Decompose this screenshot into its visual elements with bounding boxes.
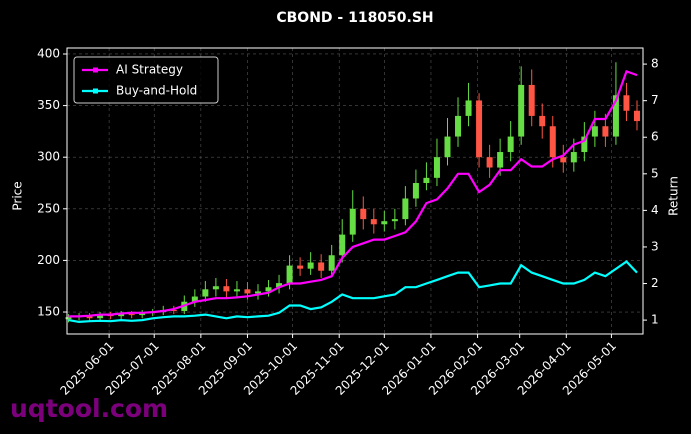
candle-body bbox=[244, 289, 251, 294]
plot-frame bbox=[66, 47, 644, 335]
candle-body bbox=[297, 265, 304, 269]
candle-body bbox=[212, 286, 219, 290]
candle-body bbox=[476, 100, 483, 158]
candle-body bbox=[191, 296, 198, 302]
legend-marker bbox=[93, 88, 98, 94]
candle-body bbox=[118, 314, 125, 317]
candle-body bbox=[349, 208, 356, 235]
candle-body bbox=[202, 289, 209, 297]
candle-body bbox=[412, 183, 419, 199]
candle-body bbox=[602, 126, 609, 137]
candle-body bbox=[170, 309, 177, 311]
candle-body bbox=[339, 234, 346, 256]
legend-box bbox=[73, 56, 219, 104]
watermark: uqtool.com bbox=[10, 394, 168, 423]
candle-body bbox=[265, 287, 272, 292]
candle-body bbox=[254, 291, 261, 294]
candle-body bbox=[581, 136, 588, 153]
candle-body bbox=[402, 198, 409, 220]
candle-body bbox=[444, 136, 451, 158]
candle-body bbox=[233, 289, 240, 292]
candle-body bbox=[128, 314, 135, 316]
candle-body bbox=[318, 262, 325, 271]
y-tick-label: 350 bbox=[37, 98, 60, 112]
y2-tick-label: 4 bbox=[651, 203, 659, 217]
candle-body bbox=[86, 316, 93, 319]
candle-body bbox=[65, 317, 72, 320]
legend-label: Buy-and-Hold bbox=[116, 84, 197, 98]
candle-body bbox=[433, 157, 440, 178]
y-tick-label: 150 bbox=[37, 305, 60, 319]
candle-body bbox=[633, 110, 640, 122]
candle-body bbox=[139, 313, 146, 316]
chart-title: CBOND - 118050.SH bbox=[276, 10, 433, 26]
y2-tick-label: 8 bbox=[651, 57, 659, 71]
candle-body bbox=[391, 219, 398, 222]
candle-body bbox=[528, 84, 535, 116]
y-tick-label: 250 bbox=[37, 201, 60, 215]
candle-body bbox=[370, 219, 377, 225]
candle-body bbox=[518, 84, 525, 137]
y-tick-label: 300 bbox=[37, 150, 60, 164]
candle-body bbox=[486, 157, 493, 168]
y2-tick-label: 2 bbox=[651, 276, 659, 290]
candle-body bbox=[465, 100, 472, 116]
return-line bbox=[68, 69, 638, 318]
candle-body bbox=[570, 152, 577, 163]
candle-body bbox=[549, 126, 556, 158]
candle-body bbox=[455, 115, 462, 137]
y2-tick-label: 5 bbox=[651, 166, 659, 180]
candle-body bbox=[360, 208, 367, 220]
candle-body bbox=[223, 286, 230, 292]
y2-tick-label: 3 bbox=[651, 239, 659, 253]
candle-body bbox=[307, 262, 314, 269]
candle-body bbox=[286, 265, 293, 284]
candle-body bbox=[507, 136, 514, 153]
candle-body bbox=[539, 115, 546, 127]
candle-body bbox=[497, 152, 504, 168]
y2-tick-label: 6 bbox=[651, 130, 659, 144]
candle-body bbox=[97, 315, 104, 319]
y-axis-label: Price bbox=[11, 181, 25, 210]
y-tick-label: 200 bbox=[37, 253, 60, 267]
candle-body bbox=[381, 221, 388, 225]
candle-body bbox=[623, 95, 630, 111]
y-tick-label: 400 bbox=[37, 46, 60, 60]
candle-body bbox=[560, 157, 567, 163]
return-line bbox=[68, 260, 638, 324]
candle-body bbox=[612, 95, 619, 137]
legend-marker bbox=[93, 67, 98, 73]
candle-body bbox=[328, 255, 335, 271]
candle-body bbox=[591, 126, 598, 137]
candle-body bbox=[276, 283, 283, 288]
y2-tick-label: 1 bbox=[651, 313, 659, 327]
candle-body bbox=[423, 177, 430, 184]
y2-tick-label: 7 bbox=[651, 93, 659, 107]
legend-label: AI Strategy bbox=[116, 63, 183, 77]
y2-axis-label: Return bbox=[667, 176, 681, 216]
